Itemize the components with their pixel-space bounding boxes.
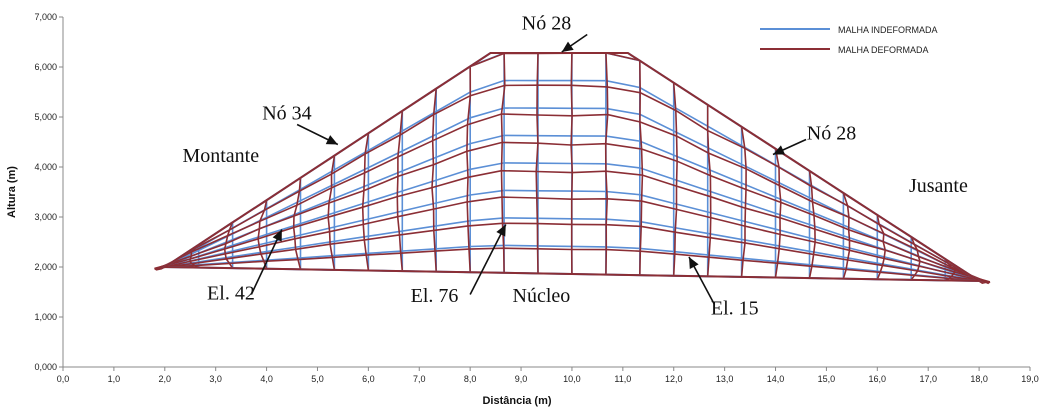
deformed-mesh-column bbox=[500, 53, 506, 273]
deformed-mesh-column bbox=[672, 82, 678, 276]
x-tick-label: 14,0 bbox=[767, 374, 785, 384]
arrow-head bbox=[496, 224, 506, 237]
legend-label-undeformed: MALHA INDEFORMADA bbox=[838, 25, 938, 35]
x-tick-label: 15,0 bbox=[818, 374, 836, 384]
deformed-mesh-column bbox=[706, 104, 712, 277]
y-tick-label: 3,000 bbox=[34, 212, 57, 222]
dam-outline-1 bbox=[161, 52, 983, 283]
annotation-label: Nó 34 bbox=[262, 103, 311, 125]
x-tick-label: 5,0 bbox=[311, 374, 324, 384]
y-tick-labels: 0,000 1,000 2,000 3,000 4,000 5,000 6,000 7,000 bbox=[34, 12, 63, 372]
arrow-shaft bbox=[469, 224, 507, 295]
deformed-mesh-column bbox=[535, 53, 539, 274]
deformed-mesh-column bbox=[740, 126, 747, 277]
deformed-mesh-column bbox=[292, 177, 302, 270]
x-tick-label: 10,0 bbox=[563, 374, 581, 384]
x-tick-label: 4,0 bbox=[260, 374, 273, 384]
x-tick-label: 8,0 bbox=[464, 374, 477, 384]
annotations: Nó 28 Nó 34 Nó 28 Montante Jusante El. 42 El. … bbox=[182, 13, 967, 320]
deformed-mesh-column bbox=[396, 110, 404, 272]
arrow-head bbox=[772, 145, 786, 155]
x-tick-label: 13,0 bbox=[716, 374, 734, 384]
deformed-mesh-column bbox=[978, 280, 991, 285]
y-tick-label: 0,000 bbox=[34, 362, 57, 372]
x-tick-label: 12,0 bbox=[665, 374, 683, 384]
x-tick-label: 9,0 bbox=[515, 374, 528, 384]
deformed-mesh-column bbox=[327, 155, 336, 271]
axes bbox=[62, 17, 1030, 368]
annotation-label: El. 42 bbox=[207, 283, 255, 305]
deformed-mesh-column bbox=[466, 66, 472, 273]
annotation-label: Núcleo bbox=[513, 285, 571, 307]
deformed-mesh-column bbox=[944, 258, 956, 282]
deformed-mesh-column bbox=[570, 53, 574, 275]
y-tick-label: 7,000 bbox=[34, 12, 57, 22]
x-tick-label: 11,0 bbox=[614, 374, 631, 384]
deformed-mesh-column bbox=[910, 236, 921, 281]
finite-element-mesh bbox=[154, 51, 991, 285]
deformed-mesh-column bbox=[154, 266, 166, 271]
arrow-head bbox=[561, 41, 574, 52]
x-tick-label: 16,0 bbox=[869, 374, 887, 384]
x-tick-label: 2,0 bbox=[159, 374, 172, 384]
x-tick-label: 3,0 bbox=[209, 374, 222, 384]
x-axis-title: Distância (m) bbox=[482, 395, 551, 407]
deformed-mesh-column bbox=[774, 148, 782, 278]
deformed-mesh-column bbox=[431, 88, 437, 272]
deformed-mesh-column bbox=[257, 200, 268, 270]
deformed-mesh-column bbox=[604, 52, 609, 275]
annotation-label: El. 15 bbox=[711, 298, 759, 320]
arrow-head bbox=[272, 229, 282, 242]
x-tick-label: 18,0 bbox=[970, 374, 988, 384]
deformed-mesh-column bbox=[189, 244, 200, 269]
y-tick-label: 5,000 bbox=[34, 112, 57, 122]
annotation-label: Jusante bbox=[909, 175, 968, 197]
x-tick-label: 1,0 bbox=[108, 374, 121, 384]
x-tick-label: 6,0 bbox=[362, 374, 375, 384]
x-tick-labels: 0,0 1,0 2,0 3,0 4,0 5,0 6,0 7,0 8,0 9,0 10,0 11,0 12… bbox=[57, 367, 1039, 384]
deformed-mesh-column bbox=[223, 221, 234, 269]
annotation-arrows bbox=[250, 33, 807, 305]
deformed-mesh-column bbox=[808, 170, 816, 279]
arrow-shaft bbox=[250, 229, 283, 295]
x-tick-label: 0,0 bbox=[57, 374, 70, 384]
x-tick-label: 17,0 bbox=[919, 374, 937, 384]
y-tick-label: 1,000 bbox=[34, 312, 57, 322]
annotation-label: Nó 28 bbox=[522, 13, 571, 35]
deformed-mesh-column bbox=[361, 133, 370, 271]
y-tick-label: 2,000 bbox=[34, 262, 57, 272]
legend: MALHA INDEFORMADA MALHA DEFORMADA bbox=[760, 25, 938, 55]
y-axis-title: Altura (m) bbox=[6, 166, 18, 218]
arrow-head bbox=[689, 257, 699, 270]
x-tick-label: 7,0 bbox=[413, 374, 426, 384]
y-tick-label: 6,000 bbox=[34, 62, 57, 72]
deformed-mesh-column bbox=[842, 193, 851, 279]
y-tick-label: 4,000 bbox=[34, 162, 57, 172]
annotation-label: Nó 28 bbox=[807, 123, 856, 145]
arrow-head bbox=[325, 135, 338, 145]
x-tick-label: 19,0 bbox=[1021, 374, 1039, 384]
deformed-mesh-column bbox=[639, 60, 644, 276]
legend-label-deformed: MALHA DEFORMADA bbox=[838, 45, 929, 55]
annotation-label: Montante bbox=[182, 145, 259, 167]
deformed-mesh-column bbox=[876, 214, 887, 280]
annotation-label: El. 76 bbox=[411, 285, 459, 307]
